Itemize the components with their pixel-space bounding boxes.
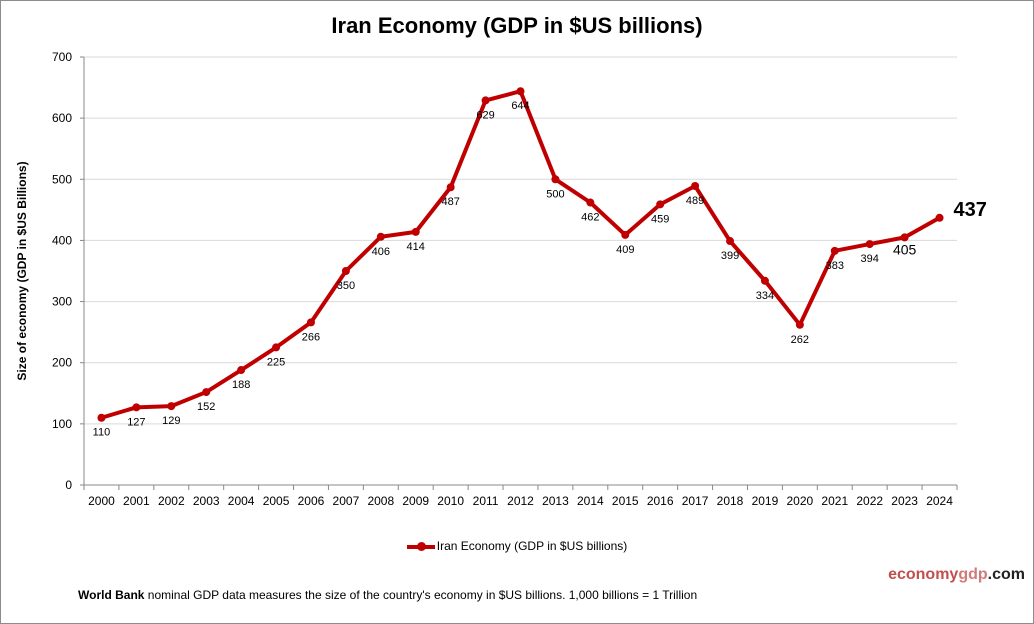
data-label: 405 bbox=[893, 241, 917, 257]
data-label: 129 bbox=[162, 415, 180, 427]
x-tick-label: 2007 bbox=[333, 494, 360, 508]
data-point bbox=[202, 388, 211, 397]
legend-label: Iran Economy (GDP in $US billions) bbox=[436, 539, 628, 553]
brand-logo: economygdp.com bbox=[888, 566, 1025, 583]
data-label: 383 bbox=[826, 260, 844, 272]
x-tick-label: 2020 bbox=[787, 494, 814, 508]
y-tick-label: 700 bbox=[52, 50, 72, 64]
data-label: 644 bbox=[511, 100, 529, 112]
data-point bbox=[97, 413, 106, 422]
x-tick-label: 2001 bbox=[123, 494, 150, 508]
data-label: 394 bbox=[861, 253, 879, 265]
data-label: 487 bbox=[441, 196, 459, 208]
data-label: 266 bbox=[302, 331, 320, 343]
y-tick-label: 100 bbox=[52, 417, 72, 431]
data-point bbox=[656, 200, 665, 209]
data-label: 437 bbox=[954, 199, 987, 221]
data-point bbox=[795, 320, 804, 329]
data-label: 406 bbox=[372, 246, 390, 258]
y-tick-label: 0 bbox=[65, 478, 72, 492]
data-label: 462 bbox=[581, 212, 599, 224]
data-point bbox=[167, 402, 176, 411]
x-tick-label: 2021 bbox=[821, 494, 848, 508]
data-label: 262 bbox=[791, 334, 809, 346]
data-label: 489 bbox=[686, 195, 704, 207]
data-point bbox=[726, 237, 735, 246]
footnote-text: nominal GDP data measures the size of th… bbox=[144, 588, 698, 602]
data-label: 110 bbox=[93, 427, 111, 439]
data-label: 399 bbox=[721, 250, 739, 262]
x-tick-label: 2014 bbox=[577, 494, 604, 508]
data-point bbox=[341, 267, 350, 275]
data-point bbox=[272, 343, 281, 352]
chart-title: Iran Economy (GDP in $US billions) bbox=[331, 13, 703, 38]
data-label: 152 bbox=[197, 401, 215, 413]
data-point bbox=[237, 366, 246, 375]
data-point bbox=[376, 232, 385, 241]
x-tick-label: 2022 bbox=[856, 494, 883, 508]
data-label: 629 bbox=[476, 109, 494, 121]
data-point bbox=[446, 183, 455, 192]
y-tick-label: 500 bbox=[52, 172, 72, 186]
data-point bbox=[621, 230, 630, 239]
x-tick-label: 2018 bbox=[717, 494, 744, 508]
x-tick-label: 2015 bbox=[612, 494, 639, 508]
data-point bbox=[900, 233, 909, 242]
legend: Iran Economy (GDP in $US billions) bbox=[1, 539, 1033, 553]
x-tick-label: 2003 bbox=[193, 494, 220, 508]
data-point bbox=[760, 276, 769, 285]
x-tick-label: 2012 bbox=[507, 494, 534, 508]
footnote: World Bank nominal GDP data measures the… bbox=[78, 588, 697, 602]
data-point bbox=[865, 240, 874, 249]
x-tick-label: 2008 bbox=[367, 494, 394, 508]
data-point bbox=[551, 175, 560, 184]
data-point bbox=[830, 246, 839, 255]
data-point bbox=[132, 403, 141, 412]
x-tick-label: 2009 bbox=[402, 494, 429, 508]
data-label: 459 bbox=[651, 213, 669, 225]
data-point bbox=[306, 318, 315, 327]
data-label: 409 bbox=[616, 244, 634, 256]
x-tick-label: 2024 bbox=[926, 494, 953, 508]
x-tick-label: 2011 bbox=[473, 494, 499, 508]
data-label: 127 bbox=[127, 416, 145, 428]
y-tick-label: 400 bbox=[52, 233, 72, 247]
x-tick-label: 2000 bbox=[88, 494, 115, 508]
x-tick-label: 2006 bbox=[298, 494, 325, 508]
data-point bbox=[411, 227, 420, 236]
data-point bbox=[691, 182, 700, 191]
data-label: 414 bbox=[407, 241, 425, 253]
footnote-source: World Bank bbox=[78, 588, 145, 602]
x-tick-label: 2002 bbox=[158, 494, 185, 508]
x-tick-label: 2016 bbox=[647, 494, 674, 508]
data-point bbox=[935, 213, 944, 222]
y-tick-label: 600 bbox=[52, 111, 72, 125]
x-tick-label: 2013 bbox=[542, 494, 569, 508]
x-tick-label: 2005 bbox=[263, 494, 290, 508]
x-tick-label: 2017 bbox=[682, 494, 709, 508]
y-axis-label: Size of economy (GDP in $US Billions) bbox=[15, 161, 29, 380]
x-tick-label: 2023 bbox=[891, 494, 918, 508]
line-chart: 0 100 200 300 400 500 600 700 2000 2001 2002 2003 20… bbox=[15, 50, 987, 508]
data-label: 188 bbox=[232, 379, 250, 391]
data-point bbox=[516, 87, 525, 96]
legend-swatch bbox=[406, 541, 435, 551]
data-label: 334 bbox=[756, 290, 774, 302]
x-tick-label: 2010 bbox=[437, 494, 464, 508]
series-line bbox=[100, 89, 941, 420]
data-label: 350 bbox=[337, 280, 355, 292]
x-tick-label: 2019 bbox=[752, 494, 779, 508]
y-tick-label: 300 bbox=[52, 295, 72, 309]
x-tick-label: 2004 bbox=[228, 494, 255, 508]
data-label: 500 bbox=[546, 188, 564, 200]
y-tick-label: 200 bbox=[52, 356, 72, 370]
data-label: 225 bbox=[267, 356, 285, 368]
data-point bbox=[586, 198, 595, 207]
data-point bbox=[481, 96, 490, 105]
